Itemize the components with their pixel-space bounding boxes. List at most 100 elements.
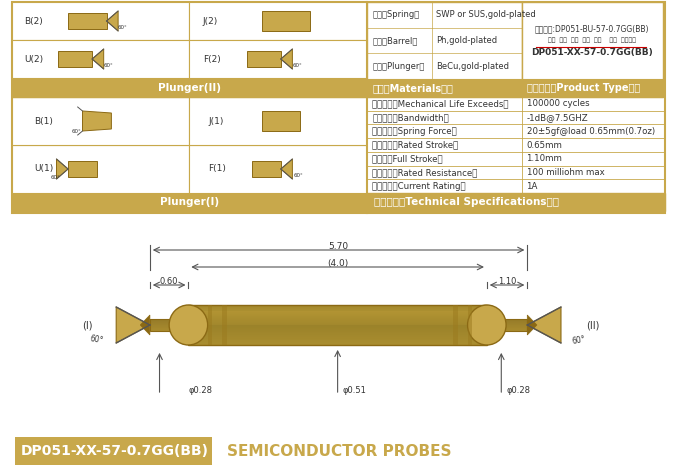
Text: 额定弹力（Spring Force）: 额定弹力（Spring Force） xyxy=(372,127,457,136)
Bar xyxy=(487,323,527,324)
Text: B(2): B(2) xyxy=(24,16,42,25)
Text: 技术要求（Technical Specifications）：: 技术要求（Technical Specifications）： xyxy=(374,197,559,207)
Text: φ0.28: φ0.28 xyxy=(188,386,212,395)
Text: 60°: 60° xyxy=(50,175,61,180)
Bar xyxy=(487,327,527,328)
Text: 弹簧（Spring）: 弹簧（Spring） xyxy=(372,10,419,19)
Bar xyxy=(188,323,487,324)
Text: 0.60: 0.60 xyxy=(160,277,179,286)
Text: F(1): F(1) xyxy=(209,164,226,173)
Text: 20±5gf@load 0.65mm(0.7oz): 20±5gf@load 0.65mm(0.7oz) xyxy=(527,127,655,136)
Bar xyxy=(150,324,190,325)
Text: (4.0): (4.0) xyxy=(327,259,349,268)
Bar xyxy=(150,329,190,330)
Bar xyxy=(150,321,190,322)
Text: Plunger(II): Plunger(II) xyxy=(158,83,221,93)
Bar xyxy=(10,435,667,470)
Polygon shape xyxy=(106,11,118,31)
Bar xyxy=(188,319,487,320)
Bar xyxy=(190,40,366,78)
Bar xyxy=(12,79,366,97)
Text: DP051-XX-57-0.7GG(BB): DP051-XX-57-0.7GG(BB) xyxy=(20,444,208,458)
Text: U(2): U(2) xyxy=(24,55,43,63)
Bar xyxy=(188,317,487,318)
Bar xyxy=(188,324,487,325)
Bar xyxy=(188,339,487,340)
Text: 60°: 60° xyxy=(293,63,302,68)
Bar xyxy=(10,215,667,435)
Bar xyxy=(487,319,527,320)
Text: 额定行程（Rated Stroke）: 额定行程（Rated Stroke） xyxy=(372,141,458,149)
Polygon shape xyxy=(281,159,293,179)
Bar xyxy=(188,327,487,328)
Bar xyxy=(487,322,527,323)
Bar xyxy=(188,305,487,306)
Text: Plunger(I): Plunger(I) xyxy=(160,197,219,207)
Bar xyxy=(188,312,487,313)
Bar xyxy=(522,79,663,97)
Bar xyxy=(188,310,487,311)
Bar xyxy=(487,321,527,322)
Bar xyxy=(188,322,487,323)
Bar xyxy=(188,331,487,332)
Bar xyxy=(366,2,522,97)
Bar xyxy=(150,320,190,321)
Bar xyxy=(188,321,487,322)
Bar xyxy=(487,330,527,331)
Bar xyxy=(188,305,487,345)
Bar xyxy=(190,97,366,145)
Polygon shape xyxy=(281,49,293,69)
Bar xyxy=(188,308,487,309)
Text: SEMICONDUCTOR PROBES: SEMICONDUCTOR PROBES xyxy=(227,444,451,459)
Polygon shape xyxy=(83,111,111,131)
Bar xyxy=(12,2,190,40)
Text: 100000 cycles: 100000 cycles xyxy=(527,99,589,109)
Polygon shape xyxy=(92,49,104,69)
Polygon shape xyxy=(262,111,300,131)
Text: (I): (I) xyxy=(82,320,93,330)
Text: 成品型号（Product Type）：: 成品型号（Product Type）： xyxy=(527,83,640,93)
Bar xyxy=(188,315,487,316)
Circle shape xyxy=(468,305,506,345)
Text: 1A: 1A xyxy=(527,181,538,191)
Bar xyxy=(150,319,190,320)
Bar xyxy=(188,330,487,331)
Bar xyxy=(190,145,366,193)
Bar xyxy=(190,2,366,40)
Text: 频率带宽（Bandwidth）: 频率带宽（Bandwidth） xyxy=(372,113,449,122)
Polygon shape xyxy=(68,161,97,177)
Bar xyxy=(12,193,366,211)
Bar xyxy=(366,193,665,211)
Text: Ph,gold-plated: Ph,gold-plated xyxy=(436,36,498,45)
Bar xyxy=(150,325,190,326)
Text: 60°: 60° xyxy=(104,63,113,68)
Bar xyxy=(150,328,190,329)
Polygon shape xyxy=(252,161,281,177)
Circle shape xyxy=(169,305,207,345)
Bar xyxy=(12,40,190,78)
Bar xyxy=(468,305,473,345)
Polygon shape xyxy=(140,315,150,335)
Bar xyxy=(150,327,190,328)
Bar xyxy=(222,305,227,345)
Bar xyxy=(522,2,663,97)
Text: 材质（Materials）：: 材质（Materials）： xyxy=(372,83,453,93)
Text: 60°: 60° xyxy=(293,173,303,178)
Text: BeCu,gold-plated: BeCu,gold-plated xyxy=(436,62,509,70)
Bar xyxy=(188,334,487,335)
Bar xyxy=(188,333,487,334)
Text: 订购举例:DP051-BU-57-0.7GG(BB): 订购举例:DP051-BU-57-0.7GG(BB) xyxy=(535,24,650,33)
Bar xyxy=(150,326,190,327)
Bar xyxy=(188,335,487,336)
Bar xyxy=(207,305,213,345)
Bar xyxy=(15,437,213,465)
Bar xyxy=(188,341,487,342)
Bar xyxy=(188,332,487,333)
Bar xyxy=(453,305,458,345)
Text: F(2): F(2) xyxy=(203,55,220,63)
Text: 60°: 60° xyxy=(89,334,104,345)
Text: φ0.28: φ0.28 xyxy=(506,386,530,395)
Text: 1.10: 1.10 xyxy=(498,277,516,286)
Text: J(1): J(1) xyxy=(209,117,224,125)
Text: 60°: 60° xyxy=(571,334,586,345)
